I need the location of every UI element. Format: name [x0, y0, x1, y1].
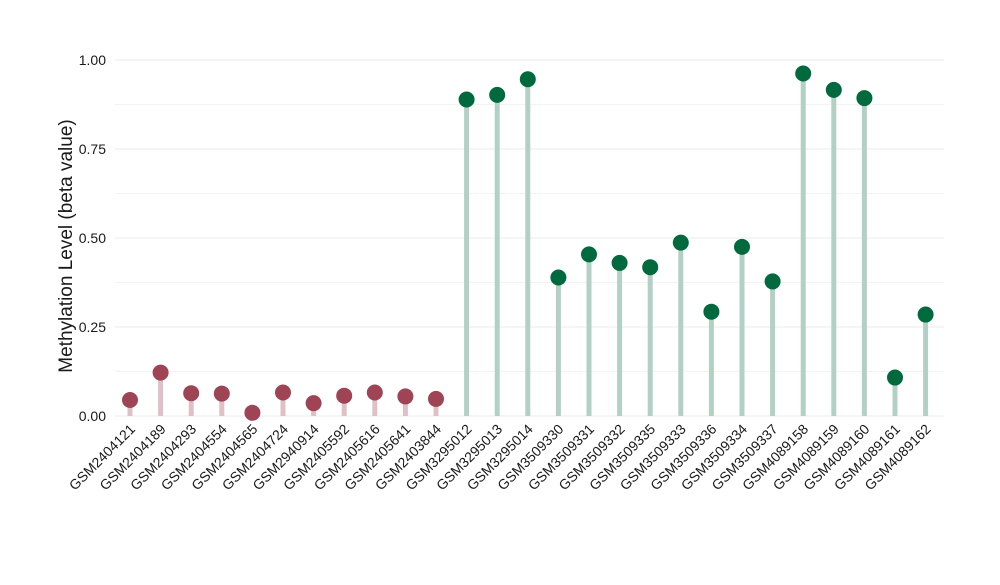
data-point: [305, 395, 322, 412]
data-point: [213, 385, 230, 402]
data-point: [244, 404, 261, 421]
data-point: [336, 387, 353, 404]
data-point: [183, 385, 200, 402]
data-point: [734, 238, 750, 255]
data-point: [550, 269, 567, 286]
y-tick-label: 1.00: [79, 52, 106, 68]
data-point: [519, 71, 536, 88]
data-point: [458, 91, 475, 108]
data-point: [397, 388, 414, 405]
data-point: [611, 254, 628, 271]
data-point: [887, 369, 903, 386]
data-point: [795, 65, 812, 82]
data-point: [703, 303, 720, 320]
y-tick-label: 0.50: [79, 230, 106, 246]
data-point: [122, 391, 138, 408]
points: [122, 65, 934, 421]
data-point: [428, 390, 444, 407]
data-point: [856, 90, 873, 107]
data-point: [489, 86, 506, 103]
data-point: [642, 259, 659, 276]
y-axis-ticks: 0.00 0.25 0.50 0.75 1.00: [79, 52, 106, 424]
data-point: [917, 306, 934, 323]
data-point: [825, 81, 842, 98]
data-point: [366, 384, 383, 401]
y-tick-label: 0.25: [79, 319, 106, 335]
y-axis-label: Methylation Level (beta value): [56, 119, 77, 372]
data-point: [672, 234, 689, 251]
data-point: [275, 384, 291, 401]
data-point: [764, 273, 781, 290]
data-point: [581, 246, 597, 263]
y-tick-label: 0.75: [79, 141, 106, 157]
stems: [127, 73, 929, 416]
x-axis-ticks: GSM2404121GSM2404189GSM2404293GSM2404554…: [66, 421, 934, 494]
data-point: [152, 364, 169, 381]
y-tick-label: 0.00: [79, 408, 106, 424]
